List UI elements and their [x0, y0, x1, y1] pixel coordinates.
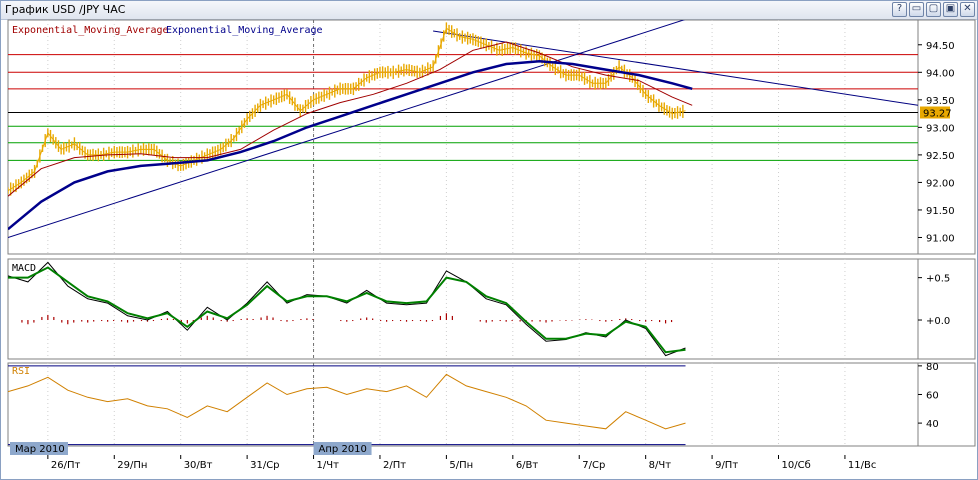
minimize-button[interactable]: ▭ — [909, 2, 924, 17]
x-tick-label: 29/Пн — [117, 460, 147, 471]
price-ytick-label: 93.00 — [926, 123, 955, 134]
x-tick-label: 7/Ср — [582, 460, 605, 471]
maximize-button[interactable]: ▣ — [943, 2, 958, 17]
month-label-bg — [10, 442, 68, 455]
x-tick-label: 10/Сб — [782, 460, 811, 471]
x-tick-label: 31/Ср — [250, 460, 279, 471]
trendline — [433, 30, 918, 106]
price-ytick-label: 94.00 — [926, 68, 955, 79]
month-label: Мар 2010 — [15, 444, 65, 455]
ema-fast-line — [8, 41, 693, 197]
help-button[interactable]: ? — [892, 2, 907, 17]
window-title: График USD /JPY ЧАС — [5, 3, 126, 16]
rsi-title: RSI — [12, 366, 30, 377]
x-tick-label: 5/Пн — [449, 460, 473, 471]
macd-panel-frame — [7, 258, 976, 360]
macd-signal-line — [8, 266, 686, 354]
price-ytick-label: 92.50 — [926, 151, 955, 162]
macd-title: MACD — [12, 263, 36, 274]
x-tick-label: 9/Пт — [715, 460, 738, 471]
current-price-label: 93.27 — [923, 108, 952, 119]
month-label: Апр 2010 — [319, 444, 367, 455]
ema-slow-line — [8, 60, 693, 231]
rsi-ytick-label: 60 — [926, 390, 939, 401]
price-ytick-label: 91.00 — [926, 233, 955, 244]
close-button[interactable]: ✕ — [960, 2, 975, 17]
macd-ytick-label: +0.5 — [926, 274, 950, 285]
price-ytick-label: 92.00 — [926, 178, 955, 189]
macd-ytick-label: +0.0 — [926, 316, 950, 327]
month-label-bg — [313, 442, 372, 455]
x-tick-label: 11/Вс — [848, 460, 876, 471]
legend-ema-fast: Exponential_Moving_Average — [12, 25, 169, 36]
price-line — [8, 27, 686, 192]
legend-ema-slow: Exponential_Moving_Average — [166, 25, 323, 36]
current-price-badge — [920, 106, 950, 119]
rsi-panel-frame — [7, 362, 976, 447]
window-controls: ? ▭ ▢ ▣ ✕ — [892, 2, 975, 17]
trendline — [8, 20, 686, 238]
x-tick-label: 8/Чт — [649, 460, 672, 471]
x-tick-label: 2/Пт — [383, 460, 406, 471]
price-ytick-label: 91.50 — [926, 206, 955, 217]
rsi-ytick-label: 80 — [926, 362, 939, 373]
title-bar: График USD /JPY ЧАС ? ▭ ▢ ▣ ✕ — [1, 1, 977, 20]
restore-button[interactable]: ▢ — [926, 2, 941, 17]
price-ytick-label: 94.50 — [926, 41, 955, 52]
x-tick-label: 30/Вт — [184, 460, 213, 471]
x-tick-label: 26/Пт — [51, 460, 81, 471]
x-tick-label: 6/Вт — [516, 460, 539, 471]
price-panel-frame — [7, 19, 976, 255]
price-ytick-label: 93.50 — [926, 96, 955, 107]
rsi-ytick-label: 40 — [926, 419, 939, 430]
x-tick-label: 1/Чт — [317, 460, 340, 471]
rsi-line — [8, 373, 686, 430]
